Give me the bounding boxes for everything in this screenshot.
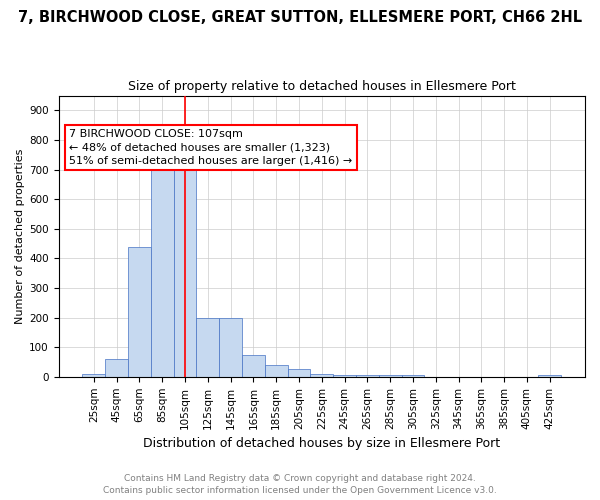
- X-axis label: Distribution of detached houses by size in Ellesmere Port: Distribution of detached houses by size …: [143, 437, 500, 450]
- Bar: [379, 376, 401, 377]
- Bar: [356, 376, 379, 377]
- Bar: [196, 318, 219, 377]
- Text: Contains HM Land Registry data © Crown copyright and database right 2024.
Contai: Contains HM Land Registry data © Crown c…: [103, 474, 497, 495]
- Title: Size of property relative to detached houses in Ellesmere Port: Size of property relative to detached ho…: [128, 80, 515, 93]
- Bar: [219, 318, 242, 377]
- Text: 7, BIRCHWOOD CLOSE, GREAT SUTTON, ELLESMERE PORT, CH66 2HL: 7, BIRCHWOOD CLOSE, GREAT SUTTON, ELLESM…: [18, 10, 582, 25]
- Text: 7 BIRCHWOOD CLOSE: 107sqm
← 48% of detached houses are smaller (1,323)
51% of se: 7 BIRCHWOOD CLOSE: 107sqm ← 48% of detac…: [69, 130, 352, 166]
- Bar: [538, 376, 561, 377]
- Bar: [151, 154, 173, 377]
- Bar: [333, 376, 356, 377]
- Bar: [105, 359, 128, 377]
- Y-axis label: Number of detached properties: Number of detached properties: [15, 148, 25, 324]
- Bar: [128, 246, 151, 377]
- Bar: [242, 354, 265, 377]
- Bar: [310, 374, 333, 377]
- Bar: [287, 370, 310, 377]
- Bar: [401, 376, 424, 377]
- Bar: [82, 374, 105, 377]
- Bar: [265, 365, 287, 377]
- Bar: [173, 155, 196, 377]
